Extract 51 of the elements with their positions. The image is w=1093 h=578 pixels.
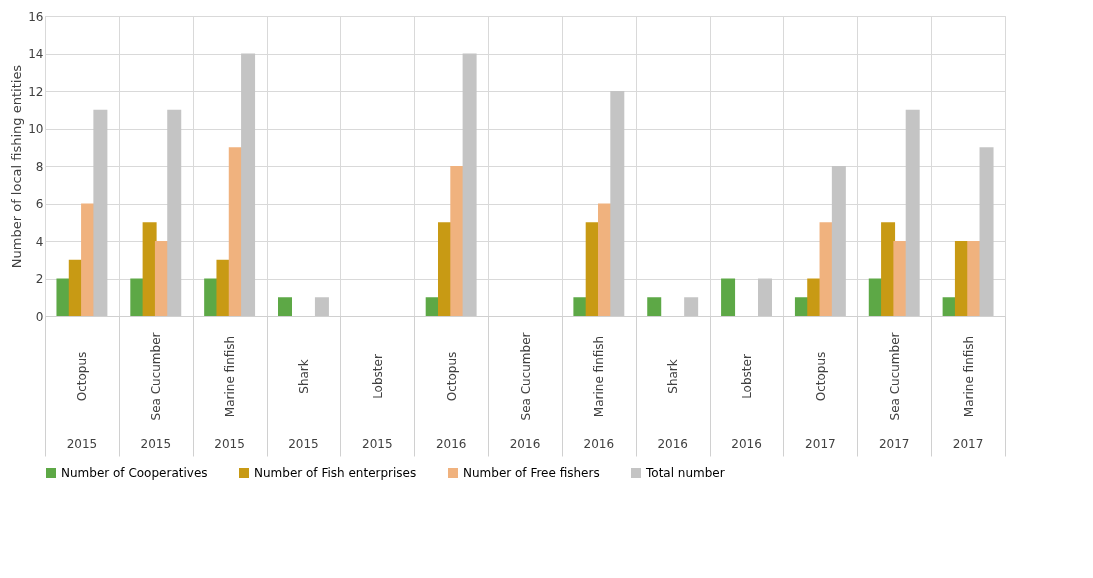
y-axis-title: Number of local fishing entities xyxy=(9,64,25,269)
bar xyxy=(807,278,822,316)
x-tick-label: Lobster xyxy=(370,354,385,399)
bar xyxy=(893,241,908,316)
text: 2016 xyxy=(435,437,467,451)
x-tick-label: Marine finfish xyxy=(961,335,976,418)
bar xyxy=(130,278,145,316)
bar xyxy=(647,297,662,316)
text: 2015 xyxy=(288,437,319,451)
x-tick-label: Sea Cucumber xyxy=(149,332,164,421)
text: 2015 xyxy=(362,437,393,451)
x-tick-label: Marine finfish xyxy=(223,335,238,418)
x-tick-label: Sea Cucumber xyxy=(518,332,533,421)
x-tick-label: Sea Cucumber xyxy=(887,332,902,421)
y-tick-label: 16 xyxy=(28,9,44,24)
x-tick-label: Shark xyxy=(666,359,681,394)
y-tick-label: 6 xyxy=(35,197,44,211)
y-tick-label: 8 xyxy=(35,159,44,174)
x-tick-label: Shark xyxy=(296,359,311,394)
x-tick-label: Octopus xyxy=(444,351,459,402)
text: 2017 xyxy=(878,437,910,451)
bar xyxy=(216,259,231,316)
bar xyxy=(573,297,588,316)
x-tick-label: Lobster xyxy=(740,354,755,399)
legend-label: Number of Fish enterprises xyxy=(254,466,417,480)
bar xyxy=(56,278,71,316)
y-tick-label: 0 xyxy=(35,309,44,324)
y-tick-label: 2 xyxy=(35,272,44,286)
y-tick-label: 10 xyxy=(28,122,44,136)
legend-label: Total number xyxy=(645,466,725,480)
bar xyxy=(967,241,982,316)
text: 2016 xyxy=(731,437,762,451)
text: 2016 xyxy=(657,437,688,451)
text: 2016 xyxy=(509,437,541,451)
y-tick-label: 4 xyxy=(35,234,44,249)
text: 2015 xyxy=(140,437,172,451)
bar xyxy=(450,166,465,316)
legend-label: Number of Cooperatives xyxy=(61,466,208,480)
text: 2015 xyxy=(214,437,245,451)
text: 2015 xyxy=(66,437,98,451)
text: 2017 xyxy=(952,437,984,451)
x-tick-label: Octopus xyxy=(813,351,828,402)
bar xyxy=(278,297,292,316)
x-tick-label: Marine finfish xyxy=(592,335,607,418)
x-tick-label: Octopus xyxy=(75,351,90,402)
y-tick-label: 14 xyxy=(28,47,44,61)
y-tick-label: 12 xyxy=(28,84,44,99)
text: 2017 xyxy=(805,437,836,451)
bar xyxy=(721,278,736,316)
legend-label: Number of Free fishers xyxy=(463,466,600,480)
text: 2016 xyxy=(583,437,615,451)
